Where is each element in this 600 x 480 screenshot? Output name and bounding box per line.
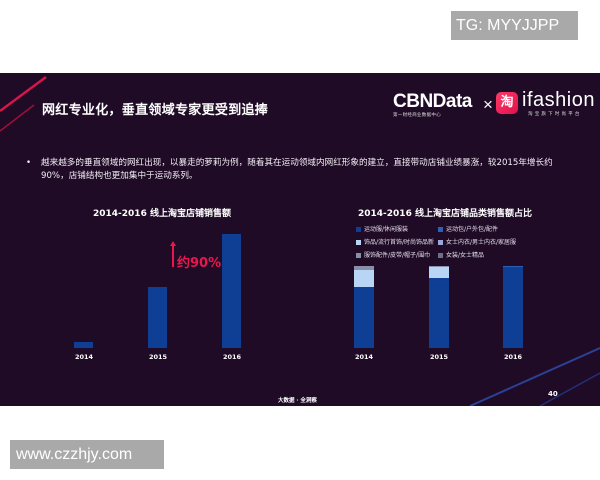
legend-swatch bbox=[438, 253, 443, 258]
slide: 网红专业化，垂直领域专家更受到追捧 CBNData 第一财经商业数据中心 × 淘… bbox=[0, 73, 600, 406]
watermark-bottom: www.czzhjy.com bbox=[10, 440, 164, 469]
legend-swatch bbox=[356, 227, 361, 232]
legend-label: 运动服/休闲服装 bbox=[364, 226, 409, 233]
category-bar-2015 bbox=[429, 266, 449, 348]
watermark-top: TG: MYYJJPP bbox=[451, 11, 578, 40]
segment-accessories bbox=[354, 266, 374, 270]
slide-title: 网红专业化，垂直领域专家更受到追捧 bbox=[42, 103, 269, 118]
bullet-paragraph: • 越来越多的垂直领域的网红出现，以暴走的萝莉为例，随着其在运动领域内网红形象的… bbox=[26, 157, 566, 183]
sales-xlabel-2015: 2015 bbox=[148, 353, 168, 361]
growth-arrow-up-icon bbox=[170, 241, 176, 246]
segment-sportswear bbox=[503, 267, 523, 348]
ifashion-logo-text: ifashion bbox=[522, 89, 595, 111]
page-number: 40 bbox=[548, 390, 558, 398]
category-xlabel-2016: 2016 bbox=[503, 353, 523, 361]
category-bar-2014 bbox=[354, 266, 374, 348]
sales-bar-2015 bbox=[148, 287, 167, 348]
slide-footer-source: 大数据 · 全洞察 bbox=[278, 398, 317, 404]
legend-item: 饰品/流行首饰/时尚饰品新 bbox=[356, 237, 434, 246]
legend-label: 服饰配件/皮带/帽子/围巾 bbox=[364, 252, 431, 259]
decorative-blue-streaks bbox=[469, 347, 600, 406]
growth-arrow-shaft bbox=[172, 245, 174, 267]
legend-swatch bbox=[356, 253, 361, 258]
legend-label: 饰品/流行首饰/时尚饰品新 bbox=[364, 239, 435, 246]
growth-annotation: 约90% bbox=[177, 256, 222, 271]
sales-bar-2016 bbox=[222, 234, 241, 348]
legend-swatch bbox=[438, 227, 443, 232]
legend-label: 女士内衣/男士内衣/家居服 bbox=[446, 239, 517, 246]
cbndata-logo-subtitle: 第一财经商业数据中心 bbox=[393, 113, 441, 118]
collab-x-icon: × bbox=[483, 95, 493, 114]
legend-label: 运动包/户外包/配件 bbox=[446, 226, 499, 233]
segment-sportswear bbox=[429, 278, 449, 348]
ifashion-logo-subtitle: 淘宝旗下时尚平台 bbox=[528, 112, 582, 117]
legend-item: 女装/女士精品 bbox=[438, 250, 484, 259]
category-xlabel-2015: 2015 bbox=[429, 353, 449, 361]
category-xlabel-2014: 2014 bbox=[354, 353, 374, 361]
ifashion-logo: ifashion 淘宝旗下时尚平台 bbox=[522, 89, 595, 117]
legend-swatch bbox=[438, 240, 443, 245]
legend-item: 运动包/户外包/配件 bbox=[438, 224, 498, 233]
legend-item: 女士内衣/男士内衣/家居服 bbox=[438, 237, 516, 246]
legend-item: 运动服/休闲服装 bbox=[356, 224, 408, 233]
sales-xlabel-2014: 2014 bbox=[74, 353, 94, 361]
decorative-red-streaks bbox=[0, 75, 47, 132]
sales-xlabel-2016: 2016 bbox=[222, 353, 242, 361]
segment-jewelry bbox=[429, 267, 449, 278]
legend-label: 女装/女士精品 bbox=[446, 252, 485, 259]
legend-item: 服饰配件/皮带/帽子/围巾 bbox=[356, 250, 430, 259]
segment-accessories bbox=[429, 266, 449, 267]
cbndata-logo: CBNData 第一财经商业数据中心 bbox=[393, 91, 472, 119]
bullet-dot-icon: • bbox=[26, 158, 32, 168]
legend-swatch bbox=[356, 240, 361, 245]
sales-chart-title: 2014-2016 线上淘宝店铺销售额 bbox=[93, 209, 231, 219]
category-chart-title: 2014-2016 线上淘宝店铺品类销售额占比 bbox=[358, 209, 532, 219]
segment-jewelry bbox=[354, 270, 374, 287]
segment-sportswear bbox=[354, 287, 374, 348]
cbndata-logo-text: CBNData bbox=[393, 91, 472, 112]
taobao-logo-icon: 淘 bbox=[496, 92, 518, 114]
bullet-text: 越来越多的垂直领域的网红出现，以暴走的萝莉为例，随着其在运动领域内网红形象的建立… bbox=[41, 158, 553, 181]
category-bar-2016 bbox=[503, 266, 523, 348]
sales-bar-2014 bbox=[74, 342, 93, 348]
segment-bags bbox=[503, 266, 523, 267]
